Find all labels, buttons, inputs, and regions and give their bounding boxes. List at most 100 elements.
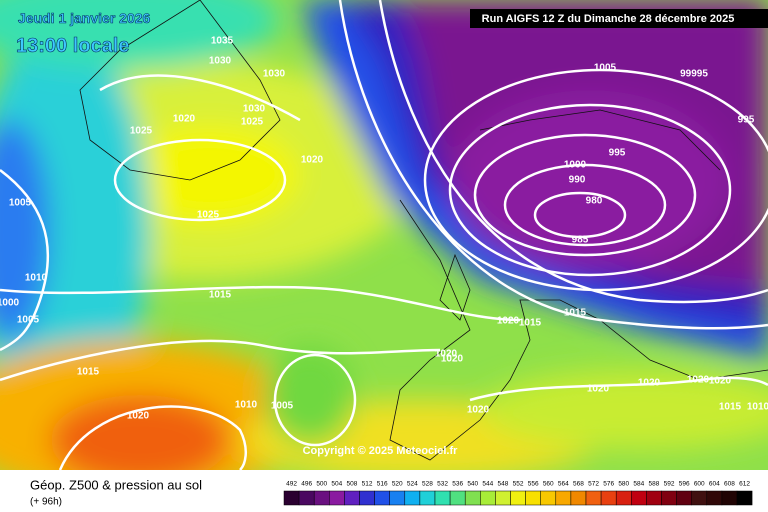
- scale-label: 552: [513, 481, 524, 488]
- scale-swatch: [359, 490, 375, 506]
- scale-swatch: [661, 490, 677, 506]
- scale-label: 612: [739, 481, 750, 488]
- scale-swatch: [329, 490, 345, 506]
- scale-swatch: [344, 490, 360, 506]
- isobar-label: 1020: [709, 376, 732, 387]
- scale-swatch: [480, 490, 496, 506]
- isobar-label: 1020: [638, 378, 661, 389]
- isobar-label: 1025: [197, 210, 220, 221]
- scale-label: 528: [422, 481, 433, 488]
- scale-swatch: [691, 490, 708, 506]
- legend-lead: (+ 96h): [30, 497, 62, 508]
- geopotential-field: 1035 1030 1030 1030 1025 1020 1025 1020 1025 1005…: [0, 0, 768, 470]
- isobar-label: 995: [609, 148, 626, 159]
- scale-label: 496: [301, 481, 312, 488]
- isobar-label: 99995: [680, 69, 708, 80]
- scale-swatch: [434, 490, 451, 506]
- isobar-label: 990: [569, 175, 586, 186]
- isobar-label: 1010: [747, 402, 768, 413]
- scale-swatch: [298, 490, 315, 506]
- scale-label: 512: [362, 481, 373, 488]
- scale-swatch: [646, 490, 662, 506]
- scale-label: 500: [316, 481, 327, 488]
- isobar-label: 1005: [594, 63, 617, 74]
- scale-swatch: [706, 490, 723, 506]
- scale-label: 572: [588, 481, 599, 488]
- scale-swatch: [676, 490, 692, 506]
- scale-swatch: [540, 490, 557, 506]
- scale-label: 556: [528, 481, 539, 488]
- legend-title: Géop. Z500 & pression au sol: [30, 477, 202, 492]
- isobar-label: 1015: [719, 402, 742, 413]
- isobar-label: 1025: [130, 126, 153, 137]
- coastlines: [79, 0, 768, 461]
- isobar-label: 1025: [241, 117, 264, 128]
- isobar-label: 1005: [9, 198, 32, 209]
- scale-label: 560: [543, 481, 554, 488]
- scale-label: 516: [377, 481, 388, 488]
- scale-swatch: [525, 490, 541, 506]
- scale-swatch: [615, 490, 632, 506]
- isobar-label: 1015: [519, 318, 542, 329]
- isobar-label: 1020: [435, 349, 458, 360]
- copyright: Copyright © 2025 Meteociel.fr: [303, 445, 459, 457]
- scale-swatch: [570, 490, 587, 506]
- scale-label: 540: [467, 481, 478, 488]
- scale-swatch: [736, 490, 753, 506]
- isobar-label: 1030: [209, 56, 232, 67]
- isobar-label: 1020: [587, 384, 610, 395]
- forecast-time: 13:00 locale: [16, 35, 129, 57]
- scale-label: 508: [347, 481, 358, 488]
- scale-swatch: [419, 490, 436, 506]
- scale-label: 544: [482, 481, 493, 488]
- scale-label: 600: [694, 481, 705, 488]
- scale-swatch: [283, 490, 300, 506]
- isobar-label: 1020: [441, 354, 464, 365]
- scale-label: 524: [407, 481, 418, 488]
- scale-label: 584: [633, 481, 644, 488]
- isobar-label: 1030: [243, 104, 266, 115]
- scale-swatch: [510, 490, 526, 506]
- isobar-label: 1020: [301, 155, 324, 166]
- scale-swatch: [555, 490, 572, 506]
- isobar-label: 1000: [0, 298, 20, 309]
- scale-label: 568: [573, 481, 584, 488]
- scale-label: 588: [649, 481, 660, 488]
- scale-swatch: [389, 490, 406, 506]
- scale-label: 492: [286, 481, 297, 488]
- run-info: Run AIGFS 12 Z du Dimanche 28 décembre 2…: [482, 13, 735, 25]
- isobar-label: 980: [586, 196, 603, 207]
- isobar-label: 1015: [209, 290, 232, 301]
- scale-label: 596: [679, 481, 690, 488]
- isobar-label: 1000: [564, 160, 587, 171]
- isobar-label: 1020: [127, 411, 150, 422]
- scale-swatch: [631, 490, 647, 506]
- scale-label: 520: [392, 481, 403, 488]
- scale-swatch: [374, 490, 390, 506]
- scale-label: 532: [437, 481, 448, 488]
- scale-label: 604: [709, 481, 720, 488]
- isobar-label: 1020: [497, 316, 520, 327]
- isobar-labels: 1035 1030 1030 1030 1025 1020 1025 1020 1025 1005…: [0, 36, 768, 422]
- scale-swatch: [495, 490, 511, 506]
- scale-label: 548: [498, 481, 509, 488]
- scale-label: 536: [452, 481, 463, 488]
- isobar-label: 1010: [235, 400, 258, 411]
- scale-label: 564: [558, 481, 569, 488]
- scale-swatch: [600, 490, 617, 506]
- isobars: [0, 0, 768, 470]
- isobar-label: 995: [738, 115, 755, 126]
- isobar-label: 1020: [687, 375, 710, 386]
- isobar-label: 1035: [211, 36, 234, 47]
- scale-swatch: [721, 490, 738, 506]
- color-scale: 492 496 500 504 508 512 516 520 524 528 532 536 540 5…: [283, 481, 753, 506]
- forecast-date: Jeudi 1 janvier 2026: [18, 10, 151, 26]
- isobar-label: 1015: [564, 308, 587, 319]
- scale-label: 592: [664, 481, 675, 488]
- run-banner: [470, 9, 768, 28]
- scale-swatch: [464, 490, 481, 506]
- scale-swatch: [585, 490, 602, 506]
- isobar-label: 1020: [467, 405, 490, 416]
- scale-label: 608: [724, 481, 735, 488]
- isobar-label: 1005: [271, 401, 294, 412]
